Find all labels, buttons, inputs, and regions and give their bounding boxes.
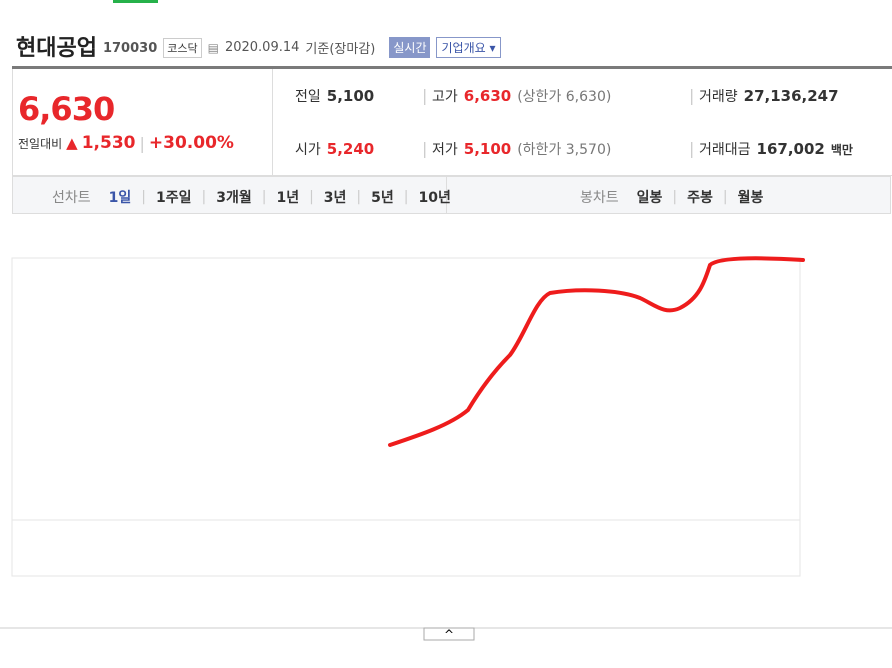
stat-label: 거래량 (699, 89, 738, 105)
tab-divider (446, 177, 447, 213)
company-button-label: 기업개요 (441, 41, 486, 55)
stat-note: (상한가 6,630) (517, 89, 612, 105)
tab[interactable]: 5년 (371, 190, 394, 206)
candle-tabs: 봉차트 일봉 | 주봉 | 월봉 (580, 187, 763, 207)
stat-value: 5,100 (463, 140, 512, 158)
volume-frame (11, 519, 801, 577)
calendar-icon: ▤ (207, 40, 219, 55)
up-icon: ▲ (66, 134, 78, 152)
separator: | (422, 139, 428, 158)
tab[interactable]: 주봉 (687, 190, 713, 206)
line-tabs: 선차트 1일 | 1주일 | 3개월 | 1년 | 3년 | 5년 | 10년 (52, 187, 451, 207)
separator: | (309, 189, 314, 205)
current-price: 6,630 (18, 90, 115, 128)
stat: 고가 6,630 (상한가 6,630) (432, 86, 611, 106)
stat: 저가 5,100 (하한가 3,570) (432, 139, 611, 159)
collapse-button[interactable] (423, 627, 475, 641)
stat-label: 고가 (432, 89, 458, 105)
change: 1,530 (81, 133, 136, 153)
separator: | (722, 189, 728, 205)
tab[interactable]: 1주일 (155, 190, 192, 206)
header-rule (12, 66, 892, 69)
tab[interactable]: 월봉 (737, 190, 764, 206)
separator: | (356, 189, 362, 205)
separator: | (201, 189, 207, 205)
stock-code: 170030 (102, 40, 158, 56)
separator: | (261, 189, 267, 205)
company-button[interactable]: 기업개요 ▾ (436, 37, 501, 58)
tab[interactable]: 10년 (418, 190, 451, 206)
tab[interactable]: 일봉 (636, 190, 663, 206)
stat-value: 5,240 (326, 140, 375, 158)
line-tab-label: 선차트 (52, 190, 91, 206)
date-basis: 기준(장마감) (305, 42, 376, 57)
separator: | (689, 86, 695, 105)
tab[interactable]: 1일 (108, 190, 132, 206)
change-label: 전일대비 (18, 136, 63, 151)
stock-header: 현대공업 170030 코스닥 ▤ 2020.09.14 기준(장마감) 실시간… (16, 30, 501, 62)
tab[interactable]: 3개월 (216, 190, 252, 206)
stat-value: 167,002 (756, 140, 825, 158)
separator: | (403, 189, 409, 205)
top-accent (113, 0, 158, 3)
separator: | (422, 86, 428, 105)
separator: | (139, 133, 145, 153)
stat-note: (하한가 3,570) (517, 142, 612, 158)
realtime-button[interactable]: 실시간 (389, 37, 431, 58)
stat-unit: 백만 (830, 142, 853, 157)
stat: 전일 5,100 (295, 86, 374, 106)
stat-label: 거래대금 (699, 142, 751, 158)
tab[interactable]: 1년 (276, 190, 300, 206)
separator: | (141, 189, 146, 205)
plot-frame (11, 257, 801, 521)
quote-divider (272, 69, 273, 176)
candle-tab-label: 봉차트 (580, 190, 619, 206)
stock-name: 현대공업 (16, 36, 97, 61)
tab-bar (12, 176, 891, 214)
stat-label: 시가 (295, 142, 321, 158)
collapse-icon: ^ (444, 628, 454, 642)
tab[interactable]: 3년 (323, 190, 347, 206)
change-row: 전일대비 ▲ 1,530 | +30.00% (18, 133, 234, 153)
stat: 시가 5,240 (295, 139, 374, 159)
market-badge: 코스닥 (163, 37, 202, 58)
separator: | (689, 139, 695, 158)
stat-value: 27,136,247 (743, 87, 839, 105)
hand-annotation (388, 256, 805, 447)
stat-label: 전일 (295, 89, 321, 105)
stat-label: 저가 (432, 142, 458, 158)
separator: | (672, 189, 678, 205)
stat-value: 6,630 (463, 87, 512, 105)
stat: 거래량 27,136,247 (699, 86, 839, 106)
stat-value: 5,100 (326, 87, 375, 105)
quote-box (12, 69, 892, 176)
change-rate: +30.00% (148, 133, 234, 153)
date: 2020.09.14 (224, 40, 300, 55)
stat: 거래대금 167,002 백만 (699, 139, 853, 159)
